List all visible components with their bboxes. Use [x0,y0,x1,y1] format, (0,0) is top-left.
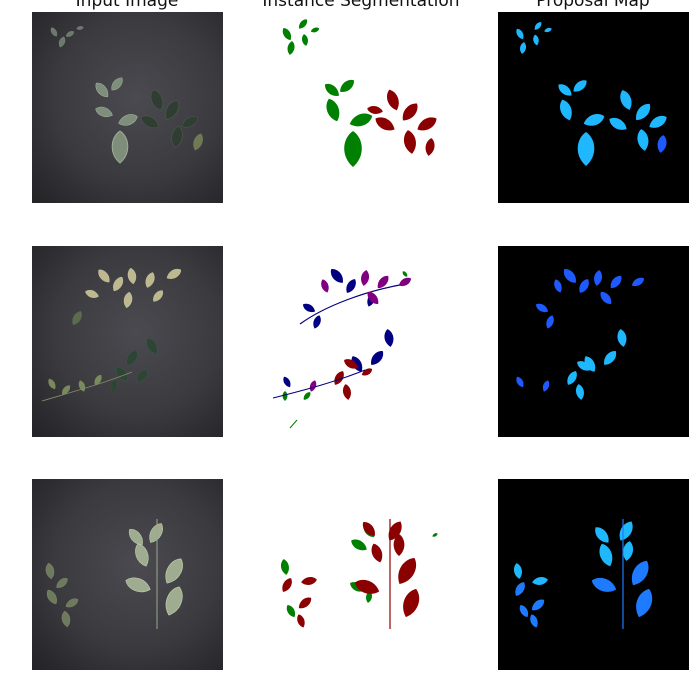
proposal-panel-row-1 [498,12,689,203]
proposal-map-row-2 [514,266,646,401]
segmentation-panel-row-2 [265,246,456,437]
proposal-map-title: Proposal Map [536,0,650,11]
segmentation-mask-row-3 [279,518,439,629]
input-image-row-1 [49,25,206,164]
proposal-panel-row-2 [498,246,689,437]
segmentation-mask-row-2 [272,266,413,429]
proposal-map-row-3 [512,518,657,629]
input-image-title: Input Image [75,0,179,11]
input-image-panel-row-2 [32,246,223,437]
segmentation-panel-row-3 [265,479,456,670]
segmentation-mask-row-1 [280,17,440,167]
instance-segmentation-title: Instance Segmentation [262,0,460,11]
proposal-map-row-1 [514,20,670,166]
input-image-panel-row-3 [32,479,223,670]
segmentation-panel-row-1 [265,12,456,203]
input-image-row-3 [44,519,188,629]
input-image-panel-row-1 [32,12,223,203]
proposal-panel-row-3 [498,479,689,670]
input-image-row-2 [41,266,184,402]
